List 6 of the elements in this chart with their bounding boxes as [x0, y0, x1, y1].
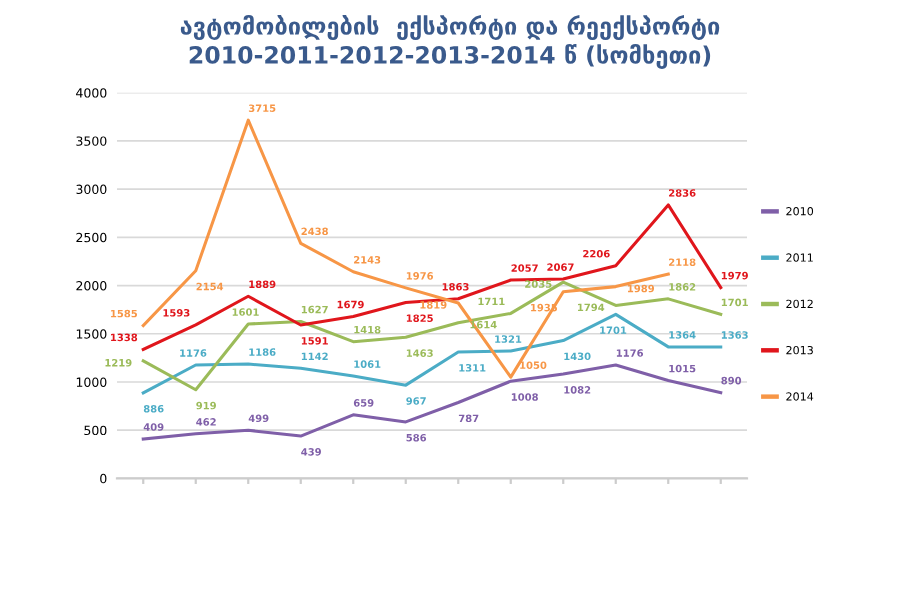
line-series [141, 203, 723, 351]
line-series [141, 280, 723, 392]
chart-title: ავტომობილების ექსპორტი და რეექსპორტი 2010-2011-2012-2013-2014 წ (სომხეთი) [180, 14, 720, 69]
line-series [141, 118, 670, 379]
line-series [141, 312, 723, 395]
line-series [141, 363, 723, 441]
